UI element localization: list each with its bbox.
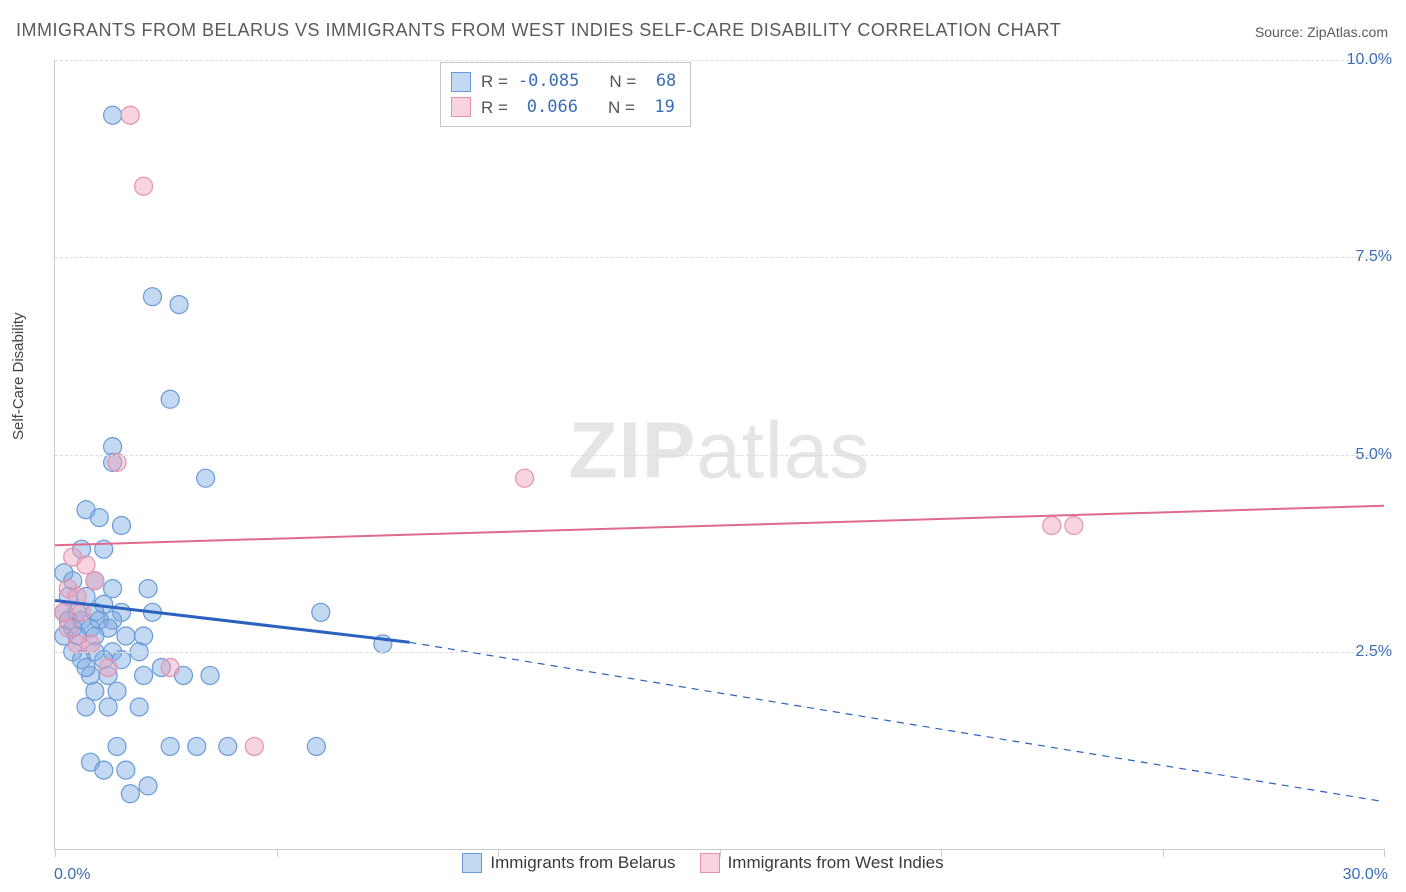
stat-r-value: -0.085 — [518, 69, 579, 95]
scatter-point-series1 — [161, 737, 179, 755]
scatter-point-series1 — [135, 666, 153, 684]
stat-n-value: 68 — [646, 69, 676, 95]
scatter-point-series1 — [139, 777, 157, 795]
scatter-point-series1 — [188, 737, 206, 755]
stat-n-label: N = — [608, 95, 635, 121]
stat-r-label: R = — [481, 95, 508, 121]
scatter-point-series1 — [135, 627, 153, 645]
y-tick-label: 2.5% — [1356, 643, 1392, 661]
chart-title: IMMIGRANTS FROM BELARUS VS IMMIGRANTS FR… — [16, 20, 1061, 41]
gridline — [55, 455, 1384, 456]
stat-n-label: N = — [609, 69, 636, 95]
scatter-point-series2 — [1065, 517, 1083, 535]
legend-item: Immigrants from Belarus — [462, 853, 675, 873]
scatter-point-series1 — [170, 296, 188, 314]
scatter-point-series1 — [104, 106, 122, 124]
scatter-point-series1 — [201, 666, 219, 684]
stats-swatch — [451, 72, 471, 92]
scatter-point-series2 — [86, 572, 104, 590]
scatter-point-series1 — [117, 627, 135, 645]
scatter-point-series1 — [117, 761, 135, 779]
stat-n-value: 19 — [645, 95, 675, 121]
stat-r-value: 0.066 — [518, 95, 578, 121]
x-axis-label-min: 0.0% — [54, 866, 90, 884]
x-axis-label-max: 30.0% — [1343, 866, 1388, 884]
legend-label: Immigrants from West Indies — [728, 853, 944, 873]
y-tick-label: 10.0% — [1347, 51, 1392, 69]
scatter-point-series1 — [143, 288, 161, 306]
scatter-point-series1 — [307, 737, 325, 755]
scatter-point-series2 — [99, 659, 117, 677]
scatter-point-series1 — [121, 785, 139, 803]
stat-r-label: R = — [481, 69, 508, 95]
scatter-point-series2 — [161, 659, 179, 677]
scatter-point-series2 — [516, 469, 534, 487]
stats-box: R = -0.085 N = 68 R = 0.066 N = 19 — [440, 62, 691, 127]
stats-swatch — [451, 97, 471, 117]
gridline — [55, 257, 1384, 258]
source-name: ZipAtlas.com — [1307, 24, 1388, 40]
scatter-point-series1 — [99, 698, 117, 716]
scatter-point-series1 — [130, 698, 148, 716]
source-attribution: Source: ZipAtlas.com — [1255, 24, 1388, 40]
y-tick-label: 7.5% — [1356, 248, 1392, 266]
scatter-point-series1 — [86, 682, 104, 700]
scatter-point-series2 — [55, 603, 73, 621]
scatter-point-series1 — [108, 737, 126, 755]
scatter-point-series1 — [95, 761, 113, 779]
scatter-point-series1 — [77, 698, 95, 716]
plot-area: ZIPatlas — [54, 60, 1384, 850]
gridline — [55, 652, 1384, 653]
scatter-point-series1 — [104, 580, 122, 598]
trendline-series2 — [55, 506, 1384, 545]
scatter-point-series2 — [108, 453, 126, 471]
gridline — [55, 60, 1384, 61]
y-tick-label: 5.0% — [1356, 446, 1392, 464]
y-axis-label: Self-Care Disability — [10, 312, 27, 440]
source-prefix: Source: — [1255, 24, 1307, 40]
legend-item: Immigrants from West Indies — [700, 853, 944, 873]
bottom-legend: Immigrants from Belarus Immigrants from W… — [0, 853, 1406, 878]
scatter-point-series2 — [121, 106, 139, 124]
trendline-series1-dashed — [409, 642, 1384, 801]
scatter-point-series1 — [90, 509, 108, 527]
scatter-point-series1 — [161, 390, 179, 408]
scatter-point-series2 — [59, 619, 77, 637]
scatter-point-series2 — [1043, 517, 1061, 535]
scatter-point-series1 — [139, 580, 157, 598]
legend-swatch — [462, 853, 482, 873]
scatter-point-series1 — [77, 659, 95, 677]
scatter-point-series2 — [135, 177, 153, 195]
scatter-point-series1 — [197, 469, 215, 487]
scatter-point-series1 — [219, 737, 237, 755]
scatter-point-series2 — [77, 556, 95, 574]
legend-label: Immigrants from Belarus — [490, 853, 675, 873]
scatter-point-series2 — [245, 737, 263, 755]
legend-swatch — [700, 853, 720, 873]
stats-row: R = -0.085 N = 68 — [451, 69, 676, 95]
scatter-point-series2 — [73, 603, 91, 621]
scatter-point-series2 — [81, 635, 99, 653]
scatter-point-series1 — [112, 517, 130, 535]
scatter-point-series1 — [108, 682, 126, 700]
chart-container: IMMIGRANTS FROM BELARUS VS IMMIGRANTS FR… — [0, 0, 1406, 892]
stats-row: R = 0.066 N = 19 — [451, 95, 676, 121]
scatter-point-series1 — [312, 603, 330, 621]
